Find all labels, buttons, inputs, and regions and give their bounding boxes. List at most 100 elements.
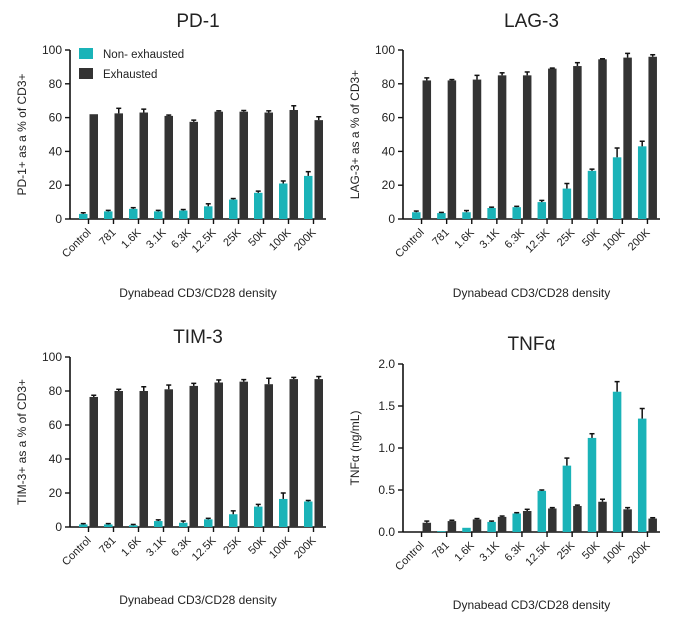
bar-non-exhausted [612,157,622,219]
x-tick-label: 200K [626,226,653,253]
bar-non-exhausted [154,211,163,219]
bar-exhausted [623,57,632,220]
bar-non-exhausted [537,202,547,219]
bar-non-exhausted [129,525,138,527]
y-tick-label: 100 [375,43,395,57]
x-tick-label: 25K [555,539,578,562]
bar-non-exhausted [229,199,238,219]
x-tick-label: 3.1K [477,539,502,564]
bar-exhausted [139,391,148,527]
chart-title: TIM-3 [173,327,223,348]
x-tick-label: 1.6K [119,226,144,251]
y-tick-label: 2.0 [378,357,395,371]
bar-non-exhausted [129,208,138,219]
chart-title: PD-1 [176,11,219,32]
x-tick-label: Control [393,540,427,574]
bar-non-exhausted [462,212,471,219]
x-tick-label: 50K [246,534,269,557]
bar-exhausted [314,379,323,527]
bar-non-exhausted [254,506,263,527]
legend-swatch [79,48,93,59]
x-tick-label: 50K [246,226,269,249]
bar-exhausted [139,112,148,219]
y-tick-label: 80 [49,384,63,398]
legend-label: Non- exhausted [103,49,184,61]
bar-non-exhausted [104,211,113,219]
chart-title: LAG-3 [504,11,559,32]
x-tick-label: 12.5K [190,534,219,563]
x-tick-label: 12.5K [523,226,552,255]
bar-exhausted [214,111,223,219]
x-tick-label: 50K [580,539,603,562]
bar-non-exhausted [79,213,88,219]
bar-exhausted [447,521,457,532]
bar-exhausted [548,68,557,219]
x-tick-label: Control [60,227,94,261]
bar-non-exhausted [487,521,496,532]
legend-label: Exhausted [103,69,157,81]
x-tick-label: 25K [221,534,244,557]
y-tick-label: 60 [49,418,63,432]
bar-exhausted [623,509,632,532]
x-axis-label: Dynabead CD3/CD28 density [453,598,610,612]
bar-exhausted [573,66,582,220]
bar-non-exhausted [179,522,188,527]
bar-exhausted [114,113,123,219]
chart-pd-1: PD-1 0 20 40 60 80 100 PD-1+ as a % of CD3+ Cont… [15,11,326,300]
bar-exhausted [522,511,532,532]
y-tick-label: 0 [55,520,62,534]
x-tick-label: 50K [580,226,603,249]
y-tick-label: 100 [42,350,62,364]
bar-non-exhausted [612,391,622,532]
bar-exhausted [648,56,657,220]
chart-tim-3: TIM-3 0 20 40 60 80 100 TIM-3+ as a % of CD3+ Co… [15,327,326,607]
bar-exhausted [598,501,607,532]
x-tick-label: 12.5K [523,539,552,568]
x-axis-label: Dynabead CD3/CD28 density [119,593,276,607]
y-tick-label: 40 [49,452,63,466]
bar-non-exhausted [304,501,313,527]
bar-non-exhausted [229,514,238,527]
chart-title: TNFα [508,334,556,355]
x-tick-label: 1.6K [452,226,477,251]
x-tick-label: 100K [267,534,294,561]
bar-exhausted [89,396,98,527]
bar-non-exhausted [562,465,572,532]
bar-exhausted [497,75,507,219]
bar-non-exhausted [487,208,496,219]
bar-exhausted [189,385,198,527]
legend-swatch [79,68,93,79]
bar-non-exhausted [512,207,521,219]
bar-exhausted [264,384,273,527]
y-tick-label: 40 [382,144,396,158]
x-tick-label: Control [60,535,94,569]
bar-non-exhausted [204,519,213,527]
bar-exhausted [422,80,432,219]
x-tick-label: 781 [97,227,118,248]
bar-exhausted [164,115,173,219]
y-tick-label: 0 [388,212,395,226]
x-tick-label: 100K [601,226,628,253]
y-tick-label: 1.0 [378,441,395,455]
x-tick-label: 200K [626,539,653,566]
x-axis-label: Dynabead CD3/CD28 density [119,286,276,300]
x-tick-label: 12.5K [190,226,219,255]
y-axis-label: TNFα (ng/mL) [348,411,362,486]
y-tick-label: 60 [382,111,396,125]
bar-non-exhausted [304,175,313,219]
y-tick-label: 1.5 [378,399,395,413]
bar-non-exhausted [279,498,288,527]
x-tick-label: 25K [221,226,244,249]
bar-non-exhausted [562,188,572,219]
y-axis-label: TIM-3+ as a % of CD3+ [15,379,29,505]
bar-non-exhausted [254,192,263,219]
x-axis-label: Dynabead CD3/CD28 density [453,286,610,300]
bar-non-exhausted [587,437,597,532]
bar-exhausted [164,389,173,527]
bar-non-exhausted [587,170,597,219]
bar-non-exhausted [512,513,521,532]
bar-exhausted [422,522,432,532]
x-tick-label: 100K [601,539,628,566]
chart-tnf-: TNFα 0.0 0.5 1.0 1.5 2.0 TNFα (ng/mL) Control 78… [348,334,660,612]
x-tick-label: 1.6K [452,539,477,564]
